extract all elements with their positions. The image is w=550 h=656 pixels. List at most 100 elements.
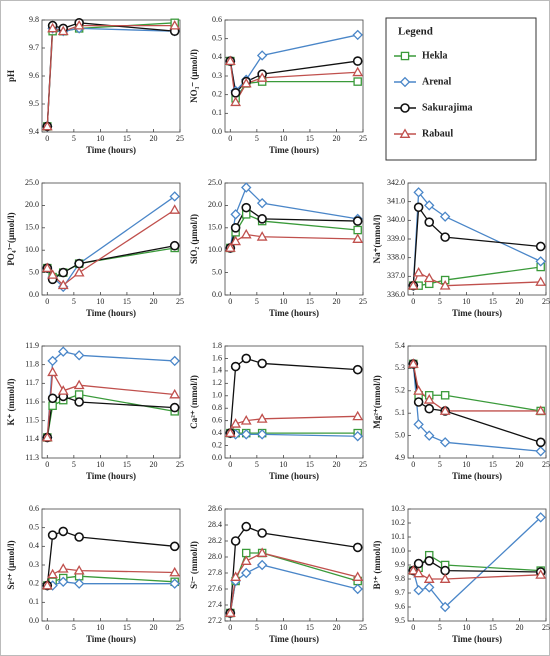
x-tick-label: 15: [123, 134, 131, 143]
y-tick-label: 1.4: [212, 366, 222, 375]
marker-triangle: [224, 427, 236, 438]
x-tick-label: 25: [176, 623, 184, 632]
marker-triangle: [57, 563, 69, 573]
y-tick-label: 341.0: [387, 196, 405, 205]
marker-triangle: [407, 358, 419, 368]
y-tick-label: 28.0: [208, 552, 222, 561]
y-tick-label: 27.4: [208, 600, 222, 609]
marker-triangle: [169, 19, 181, 30]
x-tick-label: 10: [279, 297, 287, 306]
y-tick-label: 336.0: [387, 290, 405, 299]
x-tick-label: 0: [228, 297, 232, 306]
y-tick-label: 337.0: [387, 271, 405, 280]
x-tick-label: 5: [255, 460, 259, 469]
marker-triangle: [535, 569, 547, 579]
x-tick-label: 25: [542, 623, 550, 632]
y-tick-label: 15.0: [208, 223, 222, 232]
marker-circle: [230, 361, 241, 372]
y-axis-label: S²⁻ (mmol/l): [189, 541, 199, 589]
y-tick-label: 0.4: [212, 428, 222, 437]
marker-circle: [241, 521, 252, 532]
y-tick-label: 15.0: [25, 223, 39, 232]
x-tick-label: 15: [123, 297, 131, 306]
x-tick-label: 25: [542, 297, 550, 306]
x-axis-label: Time (hours): [269, 634, 319, 644]
marker-triangle: [439, 405, 451, 415]
x-tick-label: 0: [411, 297, 415, 306]
marker-triangle: [73, 266, 85, 277]
x-tick-label: 10: [462, 623, 470, 632]
y-tick-label: 5.0: [29, 267, 39, 276]
y-axis-label: B³⁺ (mmol/l): [372, 541, 382, 590]
x-tick-label: 15: [123, 623, 131, 632]
marker-triangle: [230, 571, 242, 581]
y-tick-label: 0.2: [212, 440, 222, 449]
x-tick-label: 20: [332, 297, 340, 306]
x-tick-label: 15: [306, 623, 314, 632]
y-axis-label: Sr²⁺ (μmol/l): [6, 540, 16, 589]
x-axis-label: Time (hours): [269, 471, 319, 481]
marker-triangle: [535, 276, 547, 286]
marker-triangle: [423, 573, 435, 583]
x-tick-label: 25: [359, 623, 367, 632]
marker-diamond: [169, 355, 180, 367]
x-tick-label: 15: [123, 460, 131, 469]
x-tick-label: 15: [306, 460, 314, 469]
marker-triangle: [439, 280, 451, 290]
marker-circle: [535, 241, 546, 252]
legend-label: Arenal: [422, 76, 451, 87]
marker-diamond: [352, 431, 363, 442]
marker-diamond: [256, 429, 268, 440]
y-tick-label: 11.9: [25, 341, 39, 350]
marker-triangle: [423, 394, 435, 404]
x-tick-label: 20: [515, 623, 523, 632]
y-tick-label: 27.2: [208, 616, 222, 625]
marker-triangle: [41, 579, 53, 590]
y-tick-label: 9.8: [395, 574, 405, 583]
marker-triangle: [240, 228, 252, 239]
y-tick-label: 0.6: [212, 415, 222, 424]
y-tick-label: 11.8: [25, 359, 39, 368]
marker-triangle: [256, 547, 268, 557]
marker-circle: [58, 267, 69, 278]
y-tick-label: 10.1: [391, 532, 405, 541]
x-tick-label: 0: [45, 297, 49, 306]
x-axis-label: Time (hours): [452, 471, 502, 481]
marker-triangle: [230, 235, 242, 246]
marker-diamond: [47, 355, 58, 367]
y-tick-label: 20.0: [208, 200, 222, 209]
x-tick-label: 5: [72, 297, 76, 306]
marker-triangle: [47, 568, 59, 579]
x-tick-label: 5: [438, 623, 442, 632]
marker-circle: [169, 541, 180, 552]
y-tick-label: 342.0: [387, 178, 405, 187]
y-tick-label: 9.7: [395, 588, 405, 597]
marker-circle: [74, 532, 84, 542]
y-tick-label: 25.0: [208, 178, 222, 187]
marker-diamond: [169, 578, 180, 589]
x-tick-label: 15: [489, 623, 497, 632]
y-tick-label: 28.2: [208, 536, 222, 545]
marker-diamond: [424, 582, 435, 593]
marker-diamond: [169, 191, 180, 202]
marker-triangle: [352, 233, 364, 243]
marker-diamond: [73, 350, 85, 361]
marker-circle: [241, 353, 252, 364]
marker-triangle: [407, 564, 419, 575]
marker-diamond: [241, 182, 252, 193]
y-axis-label: Na⁺(mmol/l): [372, 215, 382, 264]
y-tick-label: 28.6: [208, 504, 222, 513]
y-tick-label: 9.9: [395, 560, 405, 569]
marker-triangle: [240, 555, 252, 565]
marker-triangle: [352, 66, 364, 77]
y-tick-label: 5.0: [212, 267, 222, 276]
x-tick-label: 15: [306, 297, 314, 306]
marker-triangle: [439, 573, 451, 583]
marker-square: [353, 225, 362, 235]
marker-diamond: [535, 446, 546, 457]
y-tick-label: 10.0: [25, 245, 39, 254]
marker-circle: [413, 397, 424, 407]
marker-triangle: [57, 279, 69, 290]
y-tick-label: 9.6: [395, 602, 405, 611]
